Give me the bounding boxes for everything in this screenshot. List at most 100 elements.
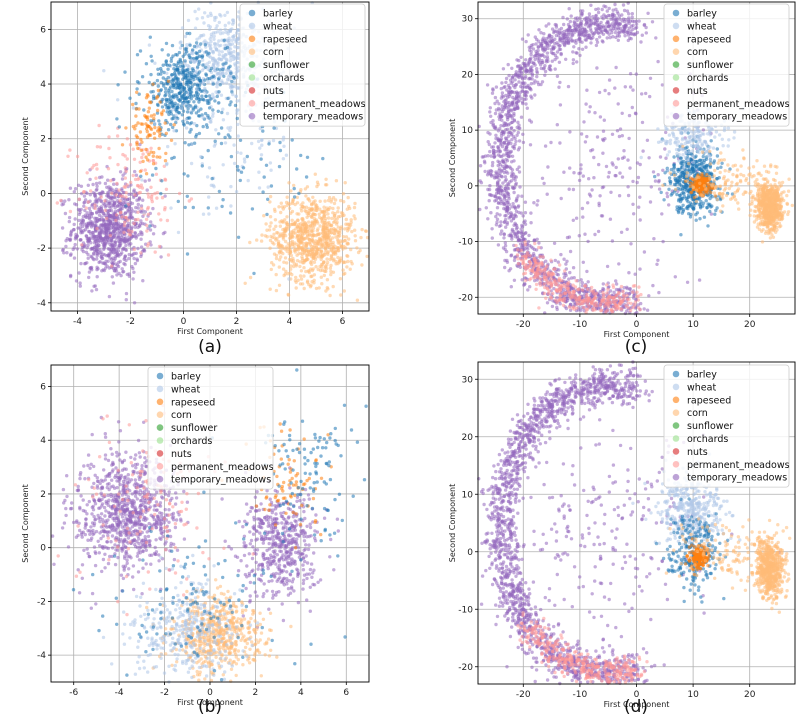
point-corn: [274, 253, 279, 258]
point-barley: [221, 62, 225, 66]
point-temporary-meadows: [517, 238, 521, 242]
point-permanent-meadows: [637, 285, 641, 289]
point-wheat: [221, 163, 225, 167]
point-rapeseed: [136, 146, 140, 151]
point-barley: [229, 100, 233, 104]
point-barley: [164, 93, 168, 97]
point-temporary-meadows: [119, 273, 123, 278]
point-wheat: [203, 90, 207, 94]
point-temporary-meadows: [504, 213, 508, 218]
x-axis-label: First Component: [177, 327, 243, 336]
point-wheat: [212, 95, 216, 99]
point-wheat: [236, 108, 240, 112]
point-temporary-meadows: [504, 249, 509, 254]
point-permanent-meadows: [107, 135, 111, 139]
point-corn: [282, 231, 287, 235]
point-temporary-meadows: [501, 246, 506, 250]
point-temporary-meadows: [520, 194, 524, 198]
point-corn: [310, 274, 314, 278]
point-rapeseed: [134, 107, 138, 111]
point-wheat: [225, 111, 230, 116]
point-temporary-meadows: [129, 183, 133, 187]
point-permanent-meadows: [159, 218, 163, 222]
point-barley: [241, 166, 246, 170]
point-corn: [331, 220, 336, 225]
point-temporary-meadows: [520, 100, 525, 104]
point-permanent-meadows: [128, 143, 133, 147]
point-temporary-meadows: [488, 110, 492, 114]
point-corn: [339, 244, 343, 248]
point-temporary-meadows: [107, 266, 112, 270]
point-temporary-meadows: [101, 268, 106, 272]
point-temporary-meadows: [108, 214, 112, 218]
point-barley: [135, 87, 139, 91]
point-temporary-meadows: [628, 287, 632, 291]
point-temporary-meadows: [557, 60, 562, 64]
point-corn: [319, 275, 323, 279]
point-temporary-meadows: [571, 266, 576, 270]
point-barley: [160, 48, 164, 52]
point-temporary-meadows: [493, 154, 497, 158]
point-temporary-meadows: [132, 270, 136, 274]
point-temporary-meadows: [524, 85, 528, 89]
point-temporary-meadows: [553, 45, 557, 49]
point-temporary-meadows: [567, 33, 571, 37]
point-temporary-meadows: [549, 68, 553, 72]
point-temporary-meadows: [508, 89, 512, 93]
point-permanent-meadows: [132, 221, 136, 226]
point-temporary-meadows: [569, 14, 573, 18]
point-temporary-meadows: [587, 34, 591, 38]
legend-marker-orchards: [248, 74, 256, 81]
point-corn: [355, 246, 359, 250]
point-temporary-meadows: [512, 223, 516, 227]
point-wheat: [235, 99, 239, 103]
point-corn: [309, 202, 314, 206]
point-temporary-meadows: [134, 251, 138, 256]
x-tick-label: 2: [234, 317, 240, 327]
point-wheat: [211, 51, 215, 55]
point-temporary-meadows: [557, 44, 561, 48]
point-temporary-meadows: [488, 132, 492, 136]
point-wheat: [214, 26, 218, 31]
point-permanent-meadows: [114, 213, 119, 217]
point-temporary-meadows: [523, 76, 527, 80]
point-temporary-meadows: [537, 241, 541, 245]
point-temporary-meadows: [115, 199, 120, 203]
point-corn: [314, 286, 319, 291]
point-barley: [134, 101, 138, 106]
point-temporary-meadows: [608, 35, 612, 40]
point-corn: [343, 181, 347, 185]
point-wheat: [116, 98, 120, 102]
point-temporary-meadows: [111, 261, 115, 265]
point-barley: [211, 82, 216, 86]
point-temporary-meadows: [586, 21, 591, 25]
point-temporary-meadows: [498, 213, 502, 217]
point-temporary-meadows: [601, 282, 605, 286]
point-rapeseed: [144, 122, 148, 126]
point-corn: [311, 212, 315, 216]
point-temporary-meadows: [126, 208, 130, 212]
point-temporary-meadows: [124, 298, 128, 302]
point-temporary-meadows: [89, 219, 93, 224]
point-barley: [169, 122, 173, 127]
point-temporary-meadows: [503, 220, 507, 224]
point-barley: [200, 94, 204, 98]
point-permanent-meadows: [146, 244, 150, 248]
point-corn: [307, 241, 312, 245]
point-wheat: [174, 117, 178, 122]
point-temporary-meadows: [558, 38, 562, 42]
point-temporary-meadows: [67, 237, 72, 242]
point-temporary-meadows: [151, 206, 155, 211]
point-barley: [167, 91, 171, 95]
point-permanent-meadows: [567, 305, 571, 309]
point-temporary-meadows: [97, 213, 102, 217]
point-temporary-meadows: [72, 256, 77, 260]
point-corn: [308, 238, 312, 242]
point-temporary-meadows: [572, 21, 577, 25]
point-barley: [299, 153, 303, 158]
point-temporary-meadows: [124, 243, 128, 248]
point-temporary-meadows: [510, 160, 514, 164]
point-rapeseed: [164, 131, 168, 136]
point-temporary-meadows: [506, 83, 511, 88]
point-temporary-meadows: [104, 266, 108, 270]
